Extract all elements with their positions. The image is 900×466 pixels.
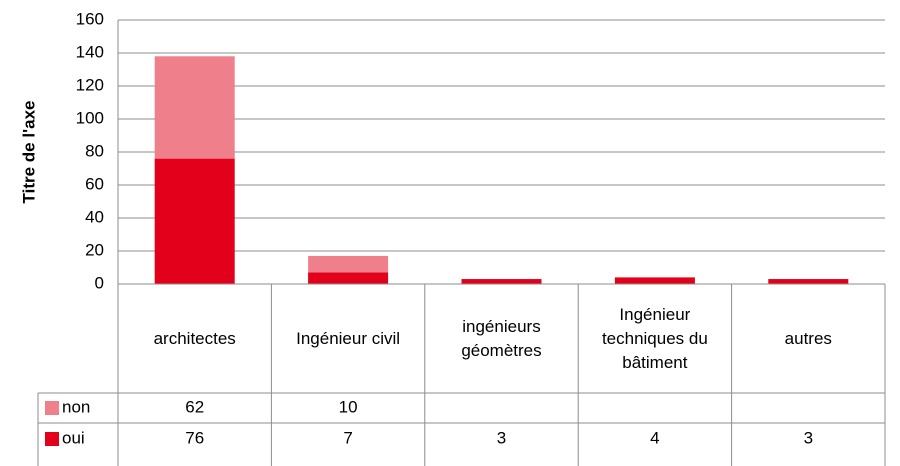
legend-key: [45, 401, 59, 415]
category-text: autres: [784, 328, 832, 348]
category-label: architectes: [118, 284, 271, 393]
y-tick-label: 40: [85, 207, 104, 226]
table-value: 4: [650, 428, 659, 447]
category-text: Ingénieur civil: [296, 328, 401, 348]
legend-key: [45, 432, 59, 446]
bar-segment: [308, 272, 389, 284]
bar-segment: [768, 279, 849, 284]
bar-segment: [461, 279, 542, 284]
legend-label: oui: [62, 428, 85, 447]
category-text: Ingénieur techniques du bâtiment: [601, 304, 708, 372]
y-tick-label: 0: [95, 273, 104, 292]
y-tick-label: 100: [76, 108, 104, 127]
table-value: 7: [343, 428, 352, 447]
table-value: 62: [185, 397, 204, 416]
bar-segment: [154, 56, 235, 159]
legend-label: non: [62, 397, 90, 416]
y-tick-label: 120: [76, 75, 104, 94]
y-tick-label: 20: [85, 240, 104, 259]
y-tick-label: 140: [76, 42, 104, 61]
category-label: Ingénieur civil: [271, 284, 424, 393]
category-label: Ingénieur techniques du bâtiment: [578, 284, 731, 393]
table-value: 76: [185, 428, 204, 447]
category-text: architectes: [153, 328, 236, 348]
bar-segment: [308, 255, 389, 273]
table-value: 3: [804, 428, 813, 447]
y-axis-title: Titre de l'axe: [19, 101, 38, 204]
category-label: ingénieurs géomètres: [425, 284, 578, 393]
table-value: 3: [497, 428, 506, 447]
category-label: autres: [732, 284, 885, 393]
table-value: 10: [339, 397, 358, 416]
category-text: ingénieurs géomètres: [461, 316, 542, 360]
bar-segment: [614, 277, 695, 284]
y-tick-label: 80: [85, 141, 104, 160]
y-tick-label: 60: [85, 174, 104, 193]
y-tick-label: 160: [76, 9, 104, 28]
bar-segment: [154, 158, 235, 284]
